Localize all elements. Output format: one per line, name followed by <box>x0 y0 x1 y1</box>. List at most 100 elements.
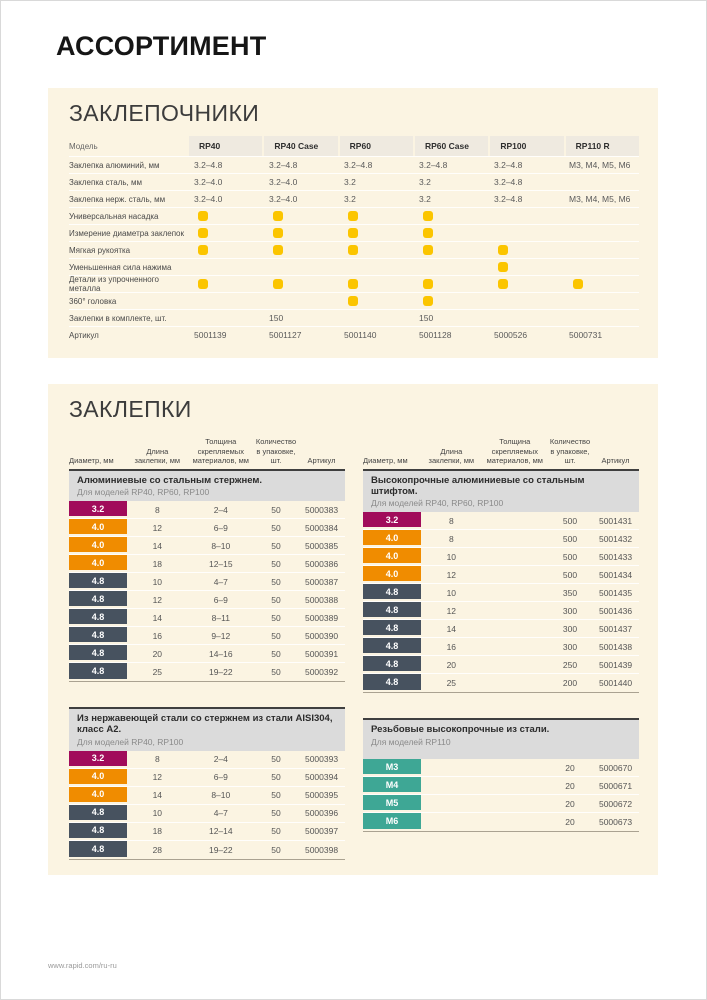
sku-cell: 5000384 <box>304 522 339 533</box>
thickness-cell <box>482 777 548 794</box>
value-cell: 3.2–4.8 <box>494 177 523 187</box>
column-header: Длина заклепки, мм <box>428 446 475 466</box>
rivet-row: 4.0 10 500 5001433 <box>363 548 639 567</box>
sku-cell: 5000386 <box>304 558 339 569</box>
diameter-cell: 4.8 <box>363 674 421 693</box>
value-cell <box>489 208 564 224</box>
feature-mark-icon <box>198 245 208 255</box>
rivet-row: 4.8 25 19–22 50 5000392 <box>69 663 345 682</box>
feature-mark-icon <box>423 245 433 255</box>
sku-cell: 5000395 <box>304 790 339 801</box>
row-label: Заклепка нерж. сталь, мм <box>69 194 166 204</box>
value-cell <box>189 310 264 326</box>
rivet-row: 4.8 12 6–9 50 5000388 <box>69 591 345 610</box>
feature-mark-icon <box>348 296 358 306</box>
thickness-cell: 4–7 <box>213 576 228 587</box>
column-header: Диаметр, мм <box>363 456 408 466</box>
value-cell: 3.2–4.8 <box>194 160 223 170</box>
diameter-cell: 4.8 <box>363 602 421 620</box>
sku-cell: 5000387 <box>304 576 339 587</box>
value-cell: 3.2 <box>419 194 431 204</box>
length-cell: 14 <box>152 790 163 801</box>
quantity-cell: 50 <box>271 648 281 659</box>
rivets-section: ЗАКЛЕПКИ Диаметр, мм Длина заклепки, мм То… <box>48 384 658 875</box>
diameter-cell: 4.0 <box>69 519 127 537</box>
value-cell <box>339 208 414 224</box>
diameter-cell: 3.2 <box>69 501 127 519</box>
riveters-table-row: Детали из упрочненного металла <box>69 275 639 293</box>
quantity-cell: 50 <box>271 504 281 515</box>
value-cell <box>264 242 339 258</box>
rivet-row: 4.0 18 12–15 50 5000386 <box>69 555 345 574</box>
value-cell: 3.2 <box>344 194 356 204</box>
value-cell: 3.2–4.8 <box>269 160 298 170</box>
rivet-row: 4.0 12 6–9 50 5000394 <box>69 768 345 787</box>
length-cell <box>421 813 482 831</box>
value-cell <box>564 242 639 258</box>
length-cell: 12 <box>152 594 163 605</box>
sku-cell: 5000672 <box>598 798 633 809</box>
riveters-table-row: Измерение диаметра заклепок <box>69 224 639 241</box>
rivet-row: 4.8 28 19–22 50 5000398 <box>69 840 345 859</box>
model-header-cell: RP60 Case <box>414 136 489 156</box>
rivet-row: 3.2 8 500 5001431 <box>363 512 639 531</box>
value-cell: 3.2–4.0 <box>269 194 298 204</box>
rivet-row: 4.8 18 12–14 50 5000397 <box>69 822 345 841</box>
column-header: Количество в упаковке, шт. <box>549 436 591 466</box>
riveters-table-row: Уменьшенная сила нажима <box>69 258 639 275</box>
model-header-cell: RP60 <box>339 136 413 156</box>
subtable-subtitle: Для моделей RP40, RP100 <box>77 736 184 747</box>
riveters-section-title: ЗАКЛЕПОЧНИКИ <box>69 100 260 126</box>
rivets-subtable: Из нержавеющей стали со стержнем из стал… <box>69 707 345 860</box>
thickness-cell: 6–9 <box>213 522 228 533</box>
feature-mark-icon <box>423 279 433 289</box>
thickness-cell: 19–22 <box>208 844 233 855</box>
diameter-cell: 4.8 <box>69 609 127 627</box>
sku-cell: 5000388 <box>304 594 339 605</box>
sku-cell: 5000393 <box>304 754 339 765</box>
value-cell <box>339 276 414 292</box>
rivet-row: 4.0 14 8–10 50 5000395 <box>69 786 345 805</box>
sku-cell: 5001433 <box>598 551 633 562</box>
rivet-row: M3 20 5000670 <box>363 759 639 778</box>
quantity-cell: 50 <box>271 790 281 801</box>
value-cell <box>489 310 564 326</box>
thickness-cell <box>482 795 548 812</box>
diameter-cell: M4 <box>363 777 421 795</box>
value-cell <box>414 293 489 309</box>
rivet-row: 4.8 20 14–16 50 5000391 <box>69 645 345 664</box>
quantity-cell: 50 <box>271 808 281 819</box>
value-cell <box>189 293 264 309</box>
column-header: Артикул <box>601 456 630 466</box>
feature-mark-icon <box>198 228 208 238</box>
length-cell <box>421 777 482 794</box>
value-cell <box>489 242 564 258</box>
thickness-cell <box>482 759 548 776</box>
length-cell <box>421 759 482 776</box>
value-cell <box>189 276 264 292</box>
thickness-cell: 9–12 <box>211 630 231 641</box>
riveters-table-row: Заклепка сталь, мм 3.2–4.0 3.2–4.0 3.2 3.2 3.… <box>69 173 639 190</box>
sku-cell: 5000394 <box>304 772 339 783</box>
riveters-table-row: Артикул 5001139 5001127 5001140 5001128 50005… <box>69 326 639 343</box>
row-label: Заклепка алюминий, мм <box>69 160 160 170</box>
rivet-row: 4.0 8 500 5001432 <box>363 530 639 549</box>
value-cell: 5000526 <box>494 330 528 340</box>
rivets-left-column: Диаметр, мм Длина заклепки, мм Толщина скр… <box>69 432 345 860</box>
length-cell: 25 <box>152 667 163 678</box>
rivet-row: 4.0 14 8–10 50 5000385 <box>69 537 345 556</box>
quantity-cell: 300 <box>562 641 578 652</box>
value-cell: 5000731 <box>569 330 603 340</box>
diameter-cell: 4.8 <box>69 840 127 859</box>
footer-url-link[interactable]: www.rapid.com/ru-ru <box>48 961 117 970</box>
rivets-tables-grid: Диаметр, мм Длина заклепки, мм Толщина скр… <box>69 432 639 860</box>
sku-cell: 5000385 <box>304 540 339 551</box>
subtable-header: Высокопрочные алюминиевые со стальным шт… <box>363 469 639 513</box>
diameter-cell: 4.8 <box>363 656 421 674</box>
quantity-cell: 50 <box>271 630 281 641</box>
sku-cell: 5001440 <box>598 678 633 689</box>
value-cell <box>339 310 414 326</box>
rivets-column-headers: Диаметр, мм Длина заклепки, мм Толщина скр… <box>363 432 639 469</box>
value-cell <box>189 225 264 241</box>
quantity-cell: 500 <box>562 551 578 562</box>
